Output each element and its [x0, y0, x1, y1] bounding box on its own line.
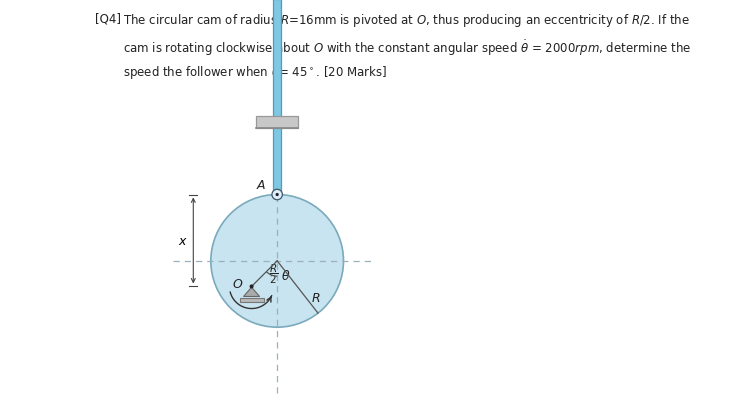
Text: The circular cam of radius $R$=16mm is pivoted at $O$, thus producing an eccentr: The circular cam of radius $R$=16mm is p…: [123, 12, 689, 29]
Text: x: x: [178, 235, 186, 247]
Polygon shape: [240, 298, 264, 302]
Circle shape: [211, 195, 344, 327]
Circle shape: [249, 285, 254, 289]
Circle shape: [272, 190, 282, 200]
Text: A: A: [257, 179, 265, 192]
Bar: [273, 0, 281, 195]
Text: $\dfrac{R}{2}$: $\dfrac{R}{2}$: [269, 262, 279, 286]
Text: cam is rotating clockwise about $O$ with the constant angular speed $\dot{\theta: cam is rotating clockwise about $O$ with…: [123, 38, 691, 57]
Text: $R$: $R$: [311, 291, 321, 304]
Polygon shape: [243, 288, 260, 297]
Bar: [256, 117, 298, 128]
Text: speed the follower when $\theta$= 45$^\circ$. [20 Marks]: speed the follower when $\theta$= 45$^\c…: [123, 64, 387, 81]
Text: $\theta$: $\theta$: [281, 268, 291, 282]
Text: [Q4]: [Q4]: [95, 12, 121, 25]
Circle shape: [276, 193, 279, 196]
Text: O: O: [233, 277, 243, 290]
